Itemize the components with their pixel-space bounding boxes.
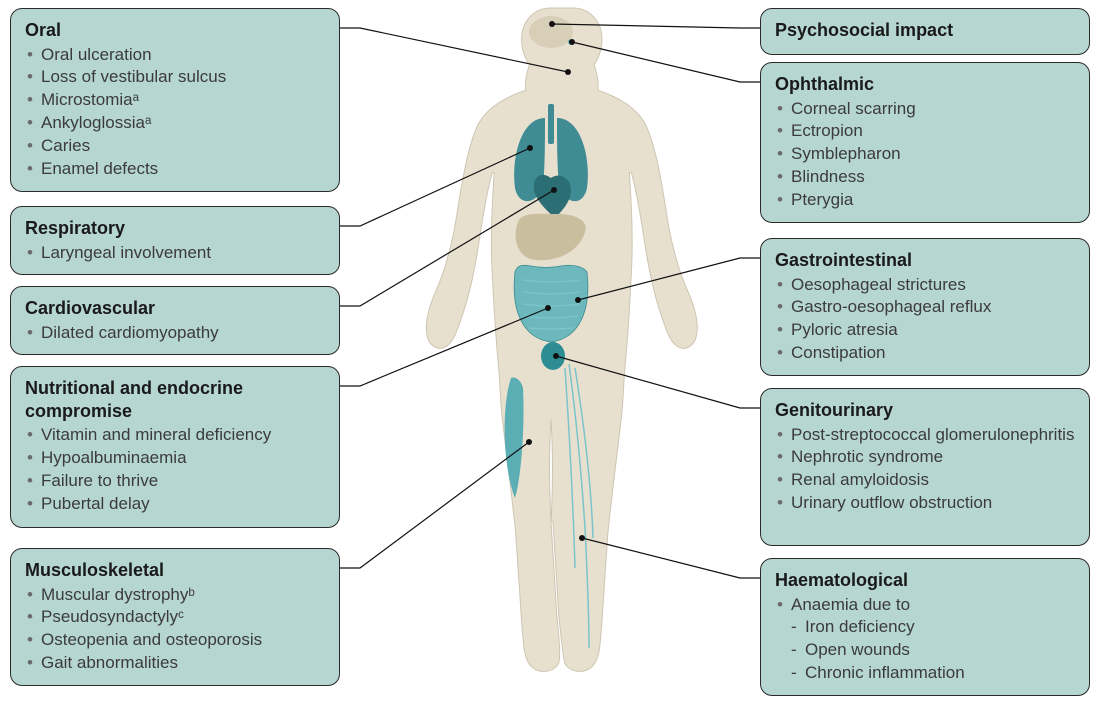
list-item: Pubertal delay xyxy=(25,493,325,516)
panel-genitourinary: Genitourinary Post-streptococcal glomeru… xyxy=(760,388,1090,546)
list-item: Renal amyloidosis xyxy=(775,469,1075,492)
list-item: Gait abnormalities xyxy=(25,652,325,675)
list-oral: Oral ulceration Loss of vestibular sulcu… xyxy=(25,44,325,182)
panel-musculoskeletal: Musculoskeletal Muscular dystrophyᵇ Pseu… xyxy=(10,548,340,686)
list-item: Open wounds xyxy=(775,639,1075,662)
list-item: Ectropion xyxy=(775,120,1075,143)
panel-title-ophthalmic: Ophthalmic xyxy=(775,73,1075,96)
panel-nutritional: Nutritional and endocrine compromise Vit… xyxy=(10,366,340,528)
list-item: Caries xyxy=(25,135,325,158)
list-item: Iron deficiency xyxy=(775,616,1075,639)
list-cardiovascular: Dilated cardiomyopathy xyxy=(25,322,325,345)
panel-psychosocial: Psychosocial impact xyxy=(760,8,1090,55)
panel-title-respiratory: Respiratory xyxy=(25,217,325,240)
list-genitourinary: Post-streptococcal glomerulonephritis Ne… xyxy=(775,424,1075,516)
list-item: Pterygia xyxy=(775,189,1075,212)
list-item: Chronic inflammation xyxy=(775,662,1075,685)
panel-haematological: Haematological Anaemia due to Iron defic… xyxy=(760,558,1090,696)
panel-title-gastrointestinal: Gastrointestinal xyxy=(775,249,1075,272)
panel-cardiovascular: Cardiovascular Dilated cardiomyopathy xyxy=(10,286,340,355)
panel-title-nutritional: Nutritional and endocrine compromise xyxy=(25,377,325,422)
list-gastrointestinal: Oesophageal strictures Gastro-oesophagea… xyxy=(775,274,1075,366)
panel-title-oral: Oral xyxy=(25,19,325,42)
list-haematological: Anaemia due to Iron deficiency Open woun… xyxy=(775,594,1075,686)
list-item: Enamel defects xyxy=(25,158,325,181)
list-nutritional: Vitamin and mineral deficiency Hypoalbum… xyxy=(25,424,325,516)
list-item: Laryngeal involvement xyxy=(25,242,325,265)
panel-title-musculoskeletal: Musculoskeletal xyxy=(25,559,325,582)
list-item: Vitamin and mineral deficiency xyxy=(25,424,325,447)
list-musculoskeletal: Muscular dystrophyᵇ Pseudosyndactylyᶜ Os… xyxy=(25,584,325,676)
panel-gastrointestinal: Gastrointestinal Oesophageal strictures … xyxy=(760,238,1090,376)
list-item: Oesophageal strictures xyxy=(775,274,1075,297)
list-item: Failure to thrive xyxy=(25,470,325,493)
list-item: Loss of vestibular sulcus xyxy=(25,66,325,89)
panel-ophthalmic: Ophthalmic Corneal scarring Ectropion Sy… xyxy=(760,62,1090,223)
list-item: Microstomiaᵃ xyxy=(25,89,325,112)
list-item: Pseudosyndactylyᶜ xyxy=(25,606,325,629)
list-respiratory: Laryngeal involvement xyxy=(25,242,325,265)
list-item: Ankyloglossiaᵃ xyxy=(25,112,325,135)
list-item: Osteopenia and osteoporosis xyxy=(25,629,325,652)
panel-title-cardiovascular: Cardiovascular xyxy=(25,297,325,320)
list-item: Post-streptococcal glomerulonephritis xyxy=(775,424,1075,447)
list-item: Hypoalbuminaemia xyxy=(25,447,325,470)
list-item: Dilated cardiomyopathy xyxy=(25,322,325,345)
list-item: Nephrotic syndrome xyxy=(775,446,1075,469)
panel-respiratory: Respiratory Laryngeal involvement xyxy=(10,206,340,275)
list-item: Symblepharon xyxy=(775,143,1075,166)
panel-oral: Oral Oral ulceration Loss of vestibular … xyxy=(10,8,340,192)
list-item: Constipation xyxy=(775,342,1075,365)
list-item: Corneal scarring xyxy=(775,98,1075,121)
list-item: Pyloric atresia xyxy=(775,319,1075,342)
list-item: Blindness xyxy=(775,166,1075,189)
list-item: Anaemia due to xyxy=(775,594,1075,617)
list-item: Oral ulceration xyxy=(25,44,325,67)
list-ophthalmic: Corneal scarring Ectropion Symblepharon … xyxy=(775,98,1075,213)
list-item: Urinary outflow obstruction xyxy=(775,492,1075,515)
panel-title-haematological: Haematological xyxy=(775,569,1075,592)
panel-title-genitourinary: Genitourinary xyxy=(775,399,1075,422)
list-item: Muscular dystrophyᵇ xyxy=(25,584,325,607)
panel-title-psychosocial: Psychosocial impact xyxy=(775,19,1075,42)
list-item: Gastro-oesophageal reflux xyxy=(775,296,1075,319)
